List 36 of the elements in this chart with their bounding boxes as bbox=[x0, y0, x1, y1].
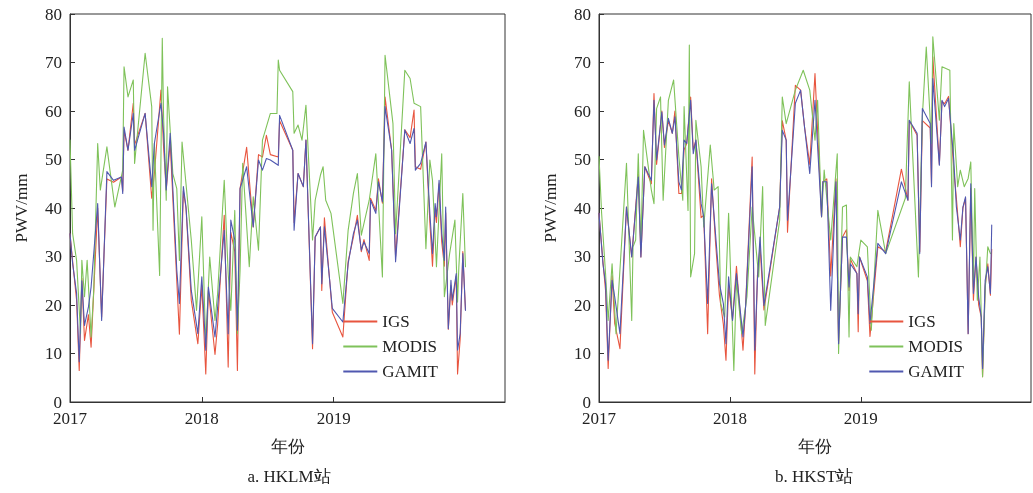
y-axis-title: PWV/mm bbox=[541, 173, 560, 243]
y-tick-label: 0 bbox=[582, 392, 591, 412]
y-tick-label: 20 bbox=[574, 295, 591, 315]
x-tick-label: 2019 bbox=[316, 409, 351, 428]
text: b. HKST站 bbox=[775, 467, 854, 486]
x-axis-title: 年份 bbox=[798, 437, 832, 456]
y-tick-label: 80 bbox=[574, 4, 591, 24]
y-tick-label: 50 bbox=[45, 150, 62, 169]
y-tick-label: 70 bbox=[574, 53, 591, 72]
x-tick-label: 2018 bbox=[184, 409, 219, 428]
y-tick-label: 50 bbox=[574, 150, 591, 169]
text: a. HKLM站 bbox=[247, 467, 331, 486]
legend-label: MODIS bbox=[908, 337, 964, 356]
y-tick-label: 30 bbox=[45, 247, 62, 266]
y-axis-title: PWV/mm bbox=[12, 173, 31, 243]
legend-label: IGS bbox=[382, 312, 410, 331]
x-tick-label: 2018 bbox=[712, 409, 747, 428]
legend-label: MODIS bbox=[382, 337, 438, 356]
x-axis-title: 年份 bbox=[270, 437, 305, 456]
y-tick-label: 10 bbox=[45, 344, 62, 363]
y-tick-label: 70 bbox=[45, 53, 62, 72]
y-tick-label: 30 bbox=[574, 247, 591, 266]
y-tick-label: 20 bbox=[45, 295, 62, 315]
y-tick-label: 0 bbox=[53, 392, 62, 412]
x-tick-label: 2019 bbox=[843, 409, 878, 428]
y-tick-label: 40 bbox=[574, 198, 591, 218]
y-tick-label: 60 bbox=[45, 101, 62, 121]
legend-label: GAMIT bbox=[908, 362, 965, 381]
legend-label: IGS bbox=[908, 312, 936, 331]
x-tick-label: 2017 bbox=[53, 409, 88, 428]
y-tick-label: 10 bbox=[574, 344, 591, 363]
x-tick-label: 2017 bbox=[582, 409, 617, 428]
y-tick-label: 60 bbox=[574, 101, 591, 121]
legend-label: GAMIT bbox=[382, 362, 439, 381]
y-tick-label: 80 bbox=[45, 4, 62, 24]
y-tick-label: 40 bbox=[45, 198, 62, 218]
